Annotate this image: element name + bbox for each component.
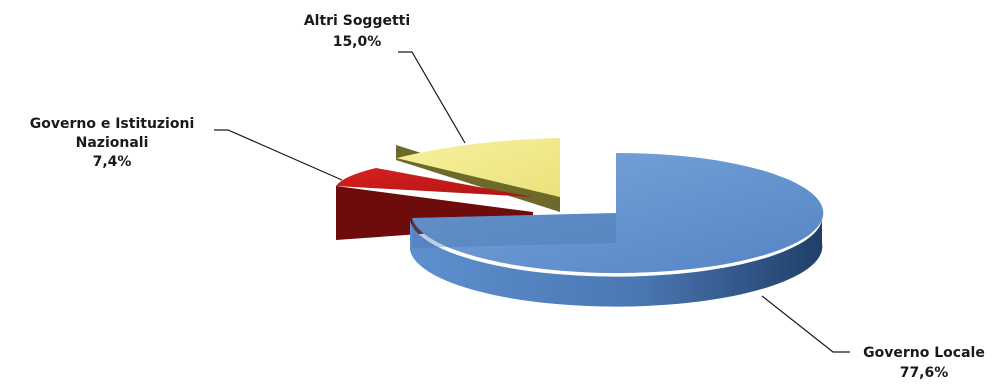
label-altri-soggetti: Altri Soggetti 15,0% — [304, 13, 410, 50]
label-governo-locale-value: 77,6% — [900, 365, 949, 381]
leader-altri-soggetti — [398, 51, 466, 144]
label-governo-nazionali-name-2: Nazionali — [76, 135, 149, 151]
slice-governo-locale-inner — [412, 213, 616, 248]
slice-altri-soggetti-top — [396, 138, 560, 197]
label-governo-nazionali: Governo e Istituzioni Nazionali 7,4% — [30, 116, 195, 170]
label-governo-nazionali-name-1: Governo e Istituzioni — [30, 116, 195, 132]
slice-governo-locale — [410, 152, 824, 307]
label-governo-locale: Governo Locale 77,6% — [863, 345, 985, 381]
label-governo-locale-name: Governo Locale — [863, 345, 985, 361]
label-governo-nazionali-value: 7,4% — [93, 154, 132, 170]
slice-governo-nazionali-top — [336, 168, 533, 197]
leader-governo-locale — [761, 295, 850, 353]
label-altri-soggetti-value: 15,0% — [333, 34, 382, 50]
label-altri-soggetti-name: Altri Soggetti — [304, 13, 410, 29]
leader-governo-nazionali — [214, 129, 343, 181]
slice-governo-locale-top — [412, 152, 824, 273]
slice-governo-locale-side — [410, 213, 823, 307]
